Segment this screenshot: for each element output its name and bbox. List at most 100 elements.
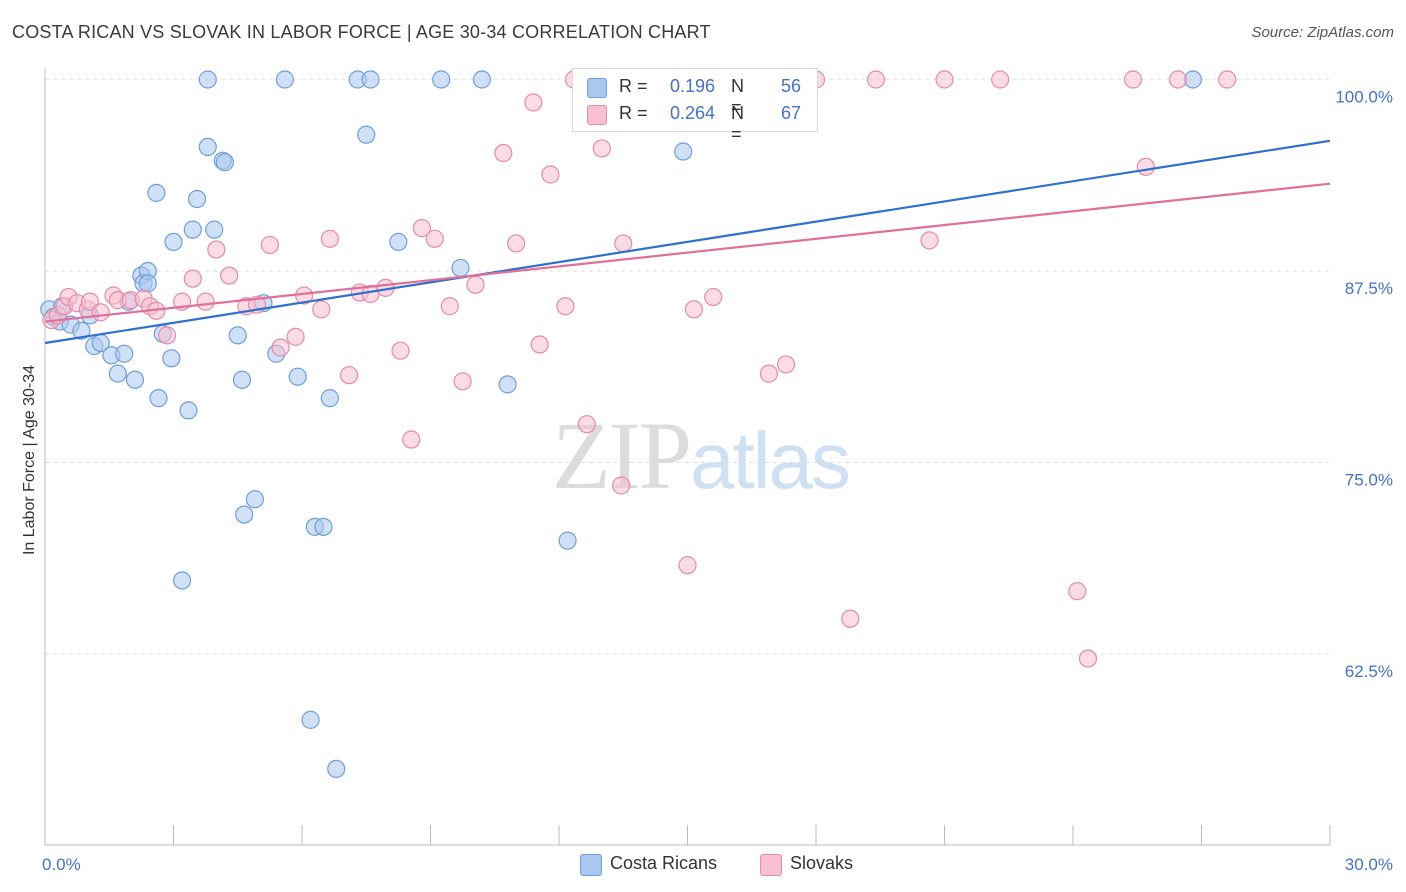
slovak-point xyxy=(991,70,1010,89)
costa-rican-point xyxy=(215,153,234,172)
slovak-point xyxy=(920,231,939,250)
slovak-point xyxy=(776,355,796,374)
x-tick-label-min: 0.0% xyxy=(42,855,81,874)
costa-rican-point xyxy=(320,389,339,408)
costa-rican-point xyxy=(432,70,451,89)
costa-rican-point xyxy=(125,370,145,389)
x-tick-label-max: 30.0% xyxy=(1345,855,1393,874)
legend-n-value: 67 xyxy=(781,103,802,123)
slovak-point xyxy=(684,300,704,319)
costa-rican-point xyxy=(198,70,217,89)
y-tick-label: 87.5% xyxy=(1345,279,1393,298)
slovak-point xyxy=(1168,70,1188,89)
slovak-point xyxy=(207,240,226,259)
trend-line-costa-ricans xyxy=(44,139,1331,345)
costa-rican-point xyxy=(288,367,307,386)
trend-line-slovaks xyxy=(44,182,1331,323)
legend-r-label: R = xyxy=(619,103,648,123)
slovak-point xyxy=(1136,157,1155,176)
costa-rican-point xyxy=(357,125,376,144)
watermark-atlas: atlas xyxy=(690,416,851,505)
costa-rican-point xyxy=(558,531,577,550)
legend-swatch-costa-ricans xyxy=(587,78,607,98)
costa-rican-point xyxy=(147,183,166,202)
costa-rican-point xyxy=(149,389,168,408)
slovak-point xyxy=(866,70,886,89)
costa-rican-point xyxy=(361,70,380,89)
slovak-point xyxy=(340,366,359,385)
slovak-point xyxy=(759,364,778,383)
slovak-point xyxy=(425,229,444,248)
slovak-point xyxy=(1078,649,1098,668)
slovak-point xyxy=(841,609,860,628)
costa-rican-point xyxy=(389,232,408,251)
slovak-point xyxy=(556,297,575,316)
slovak-point xyxy=(80,292,100,311)
costa-rican-point xyxy=(115,344,134,363)
costa-rican-point xyxy=(183,220,202,239)
slovak-point xyxy=(530,335,549,354)
slovak-point xyxy=(1068,582,1087,601)
slovak-point xyxy=(183,269,202,288)
costa-rican-point xyxy=(235,505,254,524)
slovak-point xyxy=(577,415,596,434)
y-tick-label: 100.0% xyxy=(1335,88,1393,107)
slovak-point xyxy=(157,326,177,345)
costa-rican-point xyxy=(164,232,183,251)
slovak-point xyxy=(286,327,305,346)
slovak-point xyxy=(391,341,410,360)
costa-rican-point xyxy=(228,326,247,345)
slovak-point xyxy=(402,430,421,449)
legend-r-value: 0.264 xyxy=(670,103,716,123)
slovak-point xyxy=(494,143,513,163)
slovak-point xyxy=(91,303,110,322)
costa-rican-point xyxy=(301,710,320,729)
costa-rican-point xyxy=(245,490,264,509)
slovak-point xyxy=(260,235,279,255)
costa-rican-point xyxy=(108,364,127,383)
y-tick-label: 75.0% xyxy=(1345,471,1393,490)
costa-rican-point xyxy=(232,370,252,389)
slovak-point xyxy=(524,93,543,112)
slovak-point xyxy=(453,372,472,391)
legend-n-label: N = xyxy=(731,76,744,117)
series-label-costa-ricans: Costa Ricans xyxy=(610,853,718,873)
slovak-point xyxy=(541,165,560,184)
stats-legend: R = 0.196 N = 56 R = 0.264 N = 67 xyxy=(572,68,818,144)
chart-source: Source: ZipAtlas.com xyxy=(1251,24,1394,41)
slovak-point xyxy=(440,297,459,316)
costa-rican-point xyxy=(138,274,157,293)
slovak-point xyxy=(412,219,432,238)
slovak-point xyxy=(592,139,611,158)
slovak-point xyxy=(220,266,239,285)
costa-rican-point xyxy=(275,70,294,89)
costa-rican-point xyxy=(451,258,470,278)
slovak-point xyxy=(935,70,954,89)
series-swatch-slovaks xyxy=(760,854,782,876)
costa-rican-point xyxy=(179,401,198,420)
slovak-point xyxy=(320,229,339,248)
series-label-slovaks: Slovaks xyxy=(790,853,854,873)
costa-rican-point xyxy=(172,571,192,590)
legend-r-value: 0.196 xyxy=(670,76,716,96)
costa-rican-point xyxy=(472,70,491,89)
series-swatch-costa-ricans xyxy=(580,854,602,876)
slovak-point xyxy=(196,292,215,311)
y-tick-label: 62.5% xyxy=(1345,662,1393,681)
costa-rican-point xyxy=(72,321,91,340)
costa-rican-point xyxy=(162,349,181,368)
chart-title: COSTA RICAN VS SLOVAK IN LABOR FORCE | A… xyxy=(12,22,711,42)
costa-rican-point xyxy=(327,759,346,779)
slovak-point xyxy=(507,234,526,253)
slovak-point xyxy=(1123,70,1143,89)
slovak-point xyxy=(678,556,697,575)
slovak-point xyxy=(1218,70,1237,89)
slovak-point xyxy=(312,300,331,319)
legend-n-value: 56 xyxy=(781,76,802,96)
costa-rican-point xyxy=(198,137,217,157)
slovak-point xyxy=(271,338,290,357)
slovak-point xyxy=(466,275,485,294)
legend-swatch-slovaks xyxy=(587,105,607,125)
costa-rican-point xyxy=(674,142,693,161)
slovak-point xyxy=(612,476,631,495)
